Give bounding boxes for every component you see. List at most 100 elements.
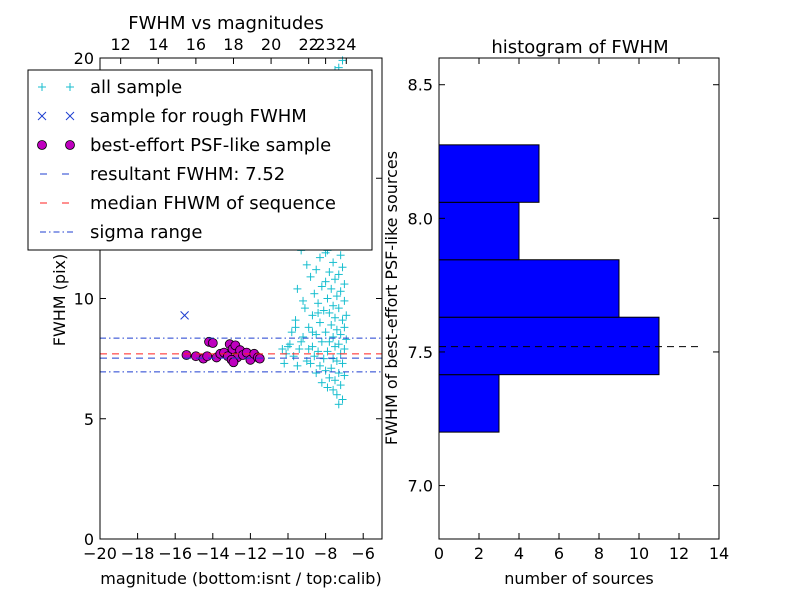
left-top-xtick-label: 24 — [336, 35, 356, 54]
point-plus — [291, 316, 300, 325]
legend-marker-circle — [37, 140, 47, 150]
histogram-bar — [438, 374, 500, 433]
point-plus — [321, 277, 330, 286]
point-plus — [338, 395, 347, 404]
right-ytick-label: 7.0 — [408, 477, 433, 496]
point-plus — [321, 328, 330, 337]
point-plus — [325, 337, 334, 346]
point-plus — [317, 282, 326, 291]
right-ytick-label: 8.0 — [408, 209, 433, 228]
point-plus — [331, 342, 339, 351]
legend-marker-plus — [38, 83, 46, 91]
histogram-bar — [438, 201, 520, 261]
right-xtick-label: 4 — [514, 544, 524, 563]
point-plus — [340, 280, 349, 289]
left-top-xtick-label: 18 — [223, 35, 243, 54]
left-xtick-label: −16 — [158, 544, 192, 563]
histogram-bar — [438, 144, 540, 203]
right-data-layer — [438, 144, 699, 433]
point-plus — [319, 306, 328, 315]
point-plus — [323, 294, 332, 303]
point-plus — [310, 352, 319, 361]
left-title: FWHM vs magnitudes — [128, 13, 323, 34]
point-plus — [317, 378, 326, 387]
point-plus — [338, 359, 347, 368]
point-plus — [334, 369, 343, 378]
right-xtick-label: 10 — [629, 544, 649, 563]
right-xtick-label: 6 — [554, 544, 564, 563]
point-plus — [325, 268, 334, 277]
point-plus — [336, 381, 345, 390]
right-title: histogram of FWHM — [491, 37, 668, 58]
point-plus — [334, 400, 343, 409]
left-scatter-panel: FWHM vs magnitudes −20 −18 −16 −14 −12 −10 −8−… — [27, 13, 383, 588]
point-plus — [300, 304, 309, 313]
left-xtick-label: −18 — [121, 544, 155, 563]
point-plus — [308, 328, 317, 337]
legend-marker-x — [37, 111, 47, 121]
point-plus — [327, 364, 336, 373]
left-plot-frame — [99, 57, 383, 540]
point-plus — [314, 308, 323, 317]
left-xtick-label: −14 — [196, 544, 230, 563]
point-plus — [315, 253, 324, 262]
legend-marker-circle — [65, 140, 75, 150]
left-xtick-label: −6 — [351, 544, 375, 563]
right-plot-frame — [438, 57, 720, 540]
point-plus — [308, 311, 317, 320]
left-xtick-label: −8 — [314, 544, 338, 563]
legend-box — [27, 69, 373, 251]
point-plus — [338, 263, 347, 272]
point-plus — [342, 335, 351, 344]
point-plus — [340, 323, 349, 332]
point-plus — [331, 376, 339, 385]
left-ytick-label: 10 — [74, 290, 94, 309]
right-xtick-label: 12 — [669, 544, 689, 563]
left-xtick-label: −10 — [271, 544, 305, 563]
point-plus — [336, 330, 345, 339]
legend-label-resultant-fwhm: resultant FWHM: 7.52 — [90, 164, 285, 185]
left-top-xtick-label: 22 — [299, 35, 319, 54]
point-circle — [207, 338, 218, 348]
right-histogram-panel: histogram of FWHM 0 2 4 6 8 10 12 14 7.0 7.5 8.0 8.… — [382, 37, 729, 588]
point-plus — [304, 345, 313, 354]
point-plus — [329, 385, 338, 394]
left-top-xtick-label: 23 — [315, 35, 335, 54]
point-plus — [297, 337, 306, 346]
point-plus — [312, 265, 321, 274]
point-plus — [299, 332, 308, 341]
point-circle — [202, 351, 213, 362]
point-plus — [332, 292, 341, 301]
right-ytick-label: 8.5 — [408, 76, 433, 95]
point-plus — [306, 272, 315, 281]
point-x — [180, 310, 189, 320]
point-plus — [331, 275, 339, 284]
point-plus — [340, 296, 349, 305]
point-plus — [342, 311, 351, 320]
point-plus — [329, 332, 338, 341]
point-plus — [327, 284, 336, 293]
left-top-xtick-label: 12 — [111, 35, 131, 54]
point-plus — [287, 328, 296, 337]
point-plus — [336, 251, 345, 260]
point-plus — [321, 366, 330, 375]
left-axes: −20−18−16−14−12−10−8−6051015201214161820… — [74, 35, 382, 563]
legend: all sample sample for rough FWHM best-ef… — [27, 69, 373, 251]
point-plus — [323, 383, 332, 392]
legend-marker-plus — [66, 83, 74, 91]
left-top-xtick-label: 20 — [261, 35, 281, 54]
point-plus — [310, 289, 319, 298]
point-plus — [302, 260, 311, 269]
right-axes: 0 2 4 6 8 10 12 14 7.0 7.5 8.0 8.5 — [408, 58, 729, 563]
right-xtick-label: 8 — [594, 544, 604, 563]
point-plus — [291, 323, 300, 332]
point-plus — [315, 361, 324, 370]
point-plus — [327, 320, 336, 329]
legend-marker-x — [65, 111, 75, 121]
point-plus — [329, 258, 338, 267]
right-xtick-label: 14 — [709, 544, 729, 563]
left-xtick-label: −12 — [234, 544, 268, 563]
point-plus — [317, 337, 326, 346]
right-xtick-label: 2 — [474, 544, 484, 563]
legend-label-all-sample: all sample — [90, 77, 182, 98]
